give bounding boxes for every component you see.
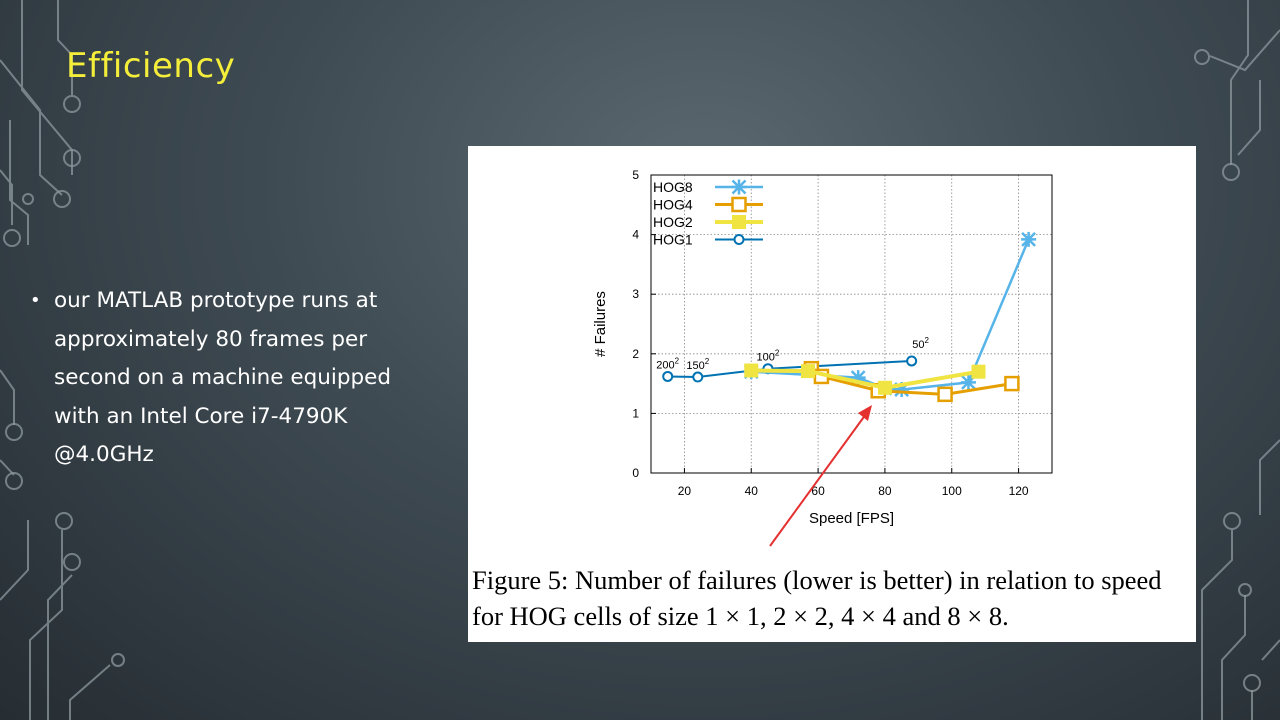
circuit-line <box>47 574 73 720</box>
annotation-arrow <box>769 413 867 547</box>
data-point-hog1 <box>906 355 918 367</box>
circuit-line <box>1237 80 1261 156</box>
plot-frame <box>650 174 1053 474</box>
data-point-hog2 <box>877 380 892 395</box>
data-point-hog1 <box>692 371 704 383</box>
legend-marker-hog1 <box>733 234 745 245</box>
y-tick-label: 0 <box>632 466 639 480</box>
series-line-hog2 <box>751 368 979 390</box>
legend-label-hog1: HOG1 <box>653 232 693 248</box>
series-line-hog1 <box>667 359 912 379</box>
data-point-hog8 <box>1021 231 1037 247</box>
bullet-dot-icon: • <box>30 290 41 311</box>
data-point-hog2 <box>744 363 759 378</box>
y-tick-label: 4 <box>632 228 639 242</box>
circuit-line <box>0 520 29 601</box>
circuit-node <box>53 190 71 208</box>
circuit-line <box>0 459 15 476</box>
y-tick-label: 2 <box>632 347 639 361</box>
y-tick-label: 1 <box>632 406 639 420</box>
point-label: 502 <box>912 336 929 351</box>
legend-label-hog2: HOG2 <box>653 214 693 230</box>
circuit-line <box>9 120 29 245</box>
data-point-hog8 <box>960 374 976 390</box>
x-axis-label: Speed [FPS] <box>809 510 894 527</box>
data-point-hog2 <box>971 364 986 379</box>
circuit-line <box>1259 439 1280 515</box>
circuit-line <box>1201 530 1233 720</box>
circuit-line <box>29 530 63 720</box>
data-point-hog2 <box>801 364 816 379</box>
annotation-arrowhead <box>858 405 872 421</box>
circuit-node <box>1243 674 1261 692</box>
circuit-node <box>1223 512 1241 530</box>
slide-title: Efficiency <box>66 46 236 86</box>
legend-marker-hog2 <box>732 215 746 229</box>
x-tick-label: 100 <box>942 484 962 498</box>
data-point-hog4 <box>937 386 953 403</box>
circuit-line <box>21 0 73 175</box>
bullet-item: • our MATLAB prototype runs at approxima… <box>30 282 440 475</box>
circuit-node <box>22 193 34 205</box>
circuit-line <box>1221 595 1246 720</box>
data-point-hog4 <box>1004 375 1020 392</box>
circuit-node <box>5 472 23 490</box>
figure-image: 20 40 60 80 100 120 0 1 2 3 4 5 Speed [FPS] # Failure… <box>468 146 1196 642</box>
legend-marker-hog8 <box>731 179 747 195</box>
x-tick-label: 60 <box>811 484 825 498</box>
legend-label-hog4: HOG4 <box>653 197 693 213</box>
y-tick-label: 3 <box>632 287 639 301</box>
circuit-node <box>63 553 81 571</box>
data-point-hog8 <box>850 370 866 386</box>
circuit-node <box>111 653 125 667</box>
y-tick-label: 5 <box>632 168 639 182</box>
failures-vs-speed-chart: 20 40 60 80 100 120 0 1 2 3 4 5 Speed [FPS] # Failure… <box>592 168 1053 547</box>
circuit-line <box>1230 0 1249 165</box>
point-label: 2002 <box>656 356 679 371</box>
x-tick-label: 20 <box>678 484 692 498</box>
circuit-line <box>0 169 13 225</box>
point-label: 1002 <box>757 349 780 364</box>
circuit-node <box>5 423 23 441</box>
point-label: 1502 <box>686 357 709 372</box>
x-tick-label: 120 <box>1009 484 1029 498</box>
circuit-node <box>1238 583 1252 597</box>
circuit-node <box>63 95 81 113</box>
legend-label-hog8: HOG8 <box>653 179 693 195</box>
circuit-line <box>0 59 63 196</box>
circuit-node <box>1222 163 1240 181</box>
circuit-node <box>63 149 81 167</box>
circuit-line <box>69 664 111 720</box>
data-point-hog8 <box>894 382 910 398</box>
circuit-line <box>0 369 15 425</box>
x-tick-label: 80 <box>878 484 892 498</box>
legend-marker-hog4 <box>731 196 747 213</box>
circuit-node <box>55 512 73 530</box>
y-axis-label: # Failures <box>592 291 609 357</box>
data-point-hog1 <box>662 370 674 382</box>
circuit-line <box>1261 639 1280 661</box>
circuit-node <box>1194 49 1210 65</box>
bullet-text: our MATLAB prototype runs at approximate… <box>54 288 392 467</box>
figure-caption: Figure 5: Number of failures (lower is b… <box>472 565 1162 631</box>
circuit-line <box>1209 29 1280 72</box>
circuit-node <box>3 229 21 247</box>
bullet-list: • our MATLAB prototype runs at approxima… <box>30 282 440 475</box>
x-tick-label: 40 <box>745 484 759 498</box>
